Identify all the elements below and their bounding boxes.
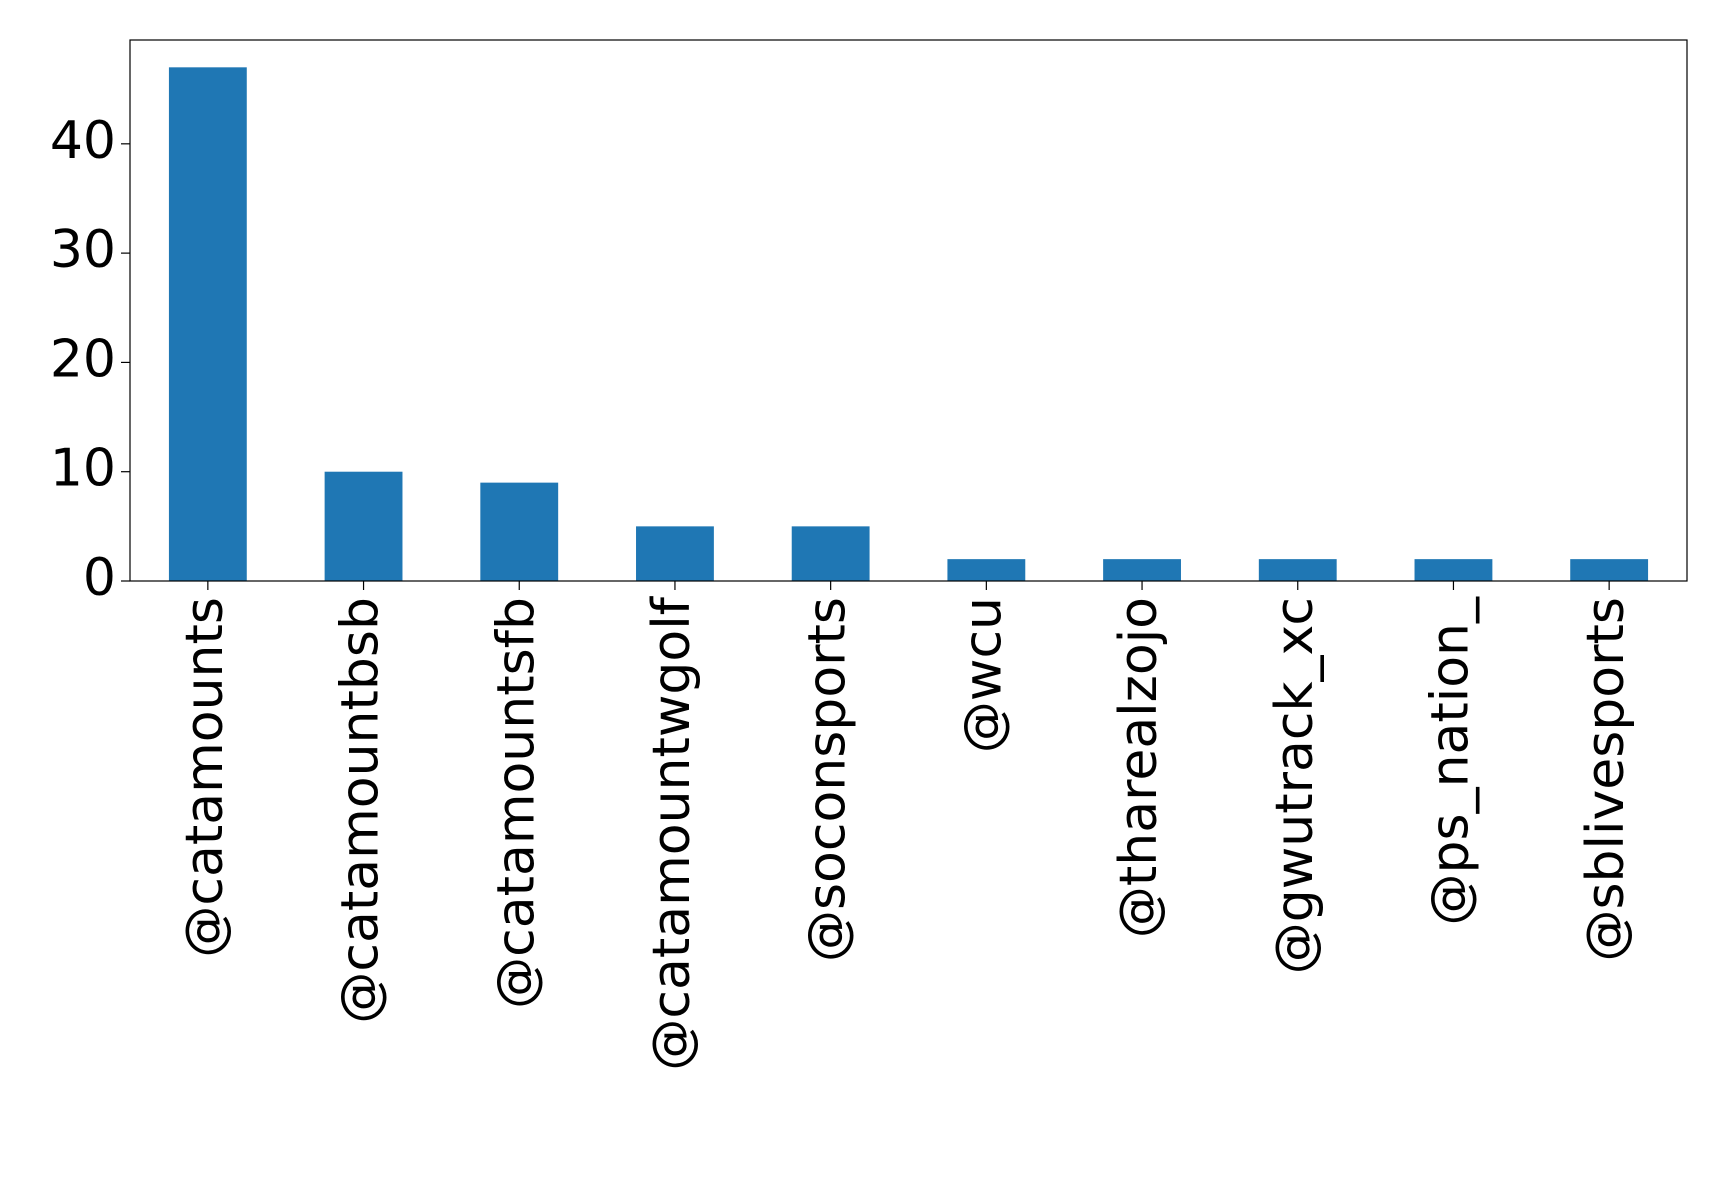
- bar: [947, 559, 1026, 581]
- y-tick-label: 0: [83, 548, 116, 608]
- bar: [791, 526, 870, 581]
- plot-frame: [129, 39, 1688, 582]
- y-tick-label: 30: [50, 220, 116, 280]
- y-tick-label: 10: [50, 439, 116, 499]
- x-tick-label: @soconsports: [798, 597, 858, 962]
- y-tick-label: 40: [50, 111, 116, 171]
- x-tick-label: @catamountsfb: [486, 597, 546, 1009]
- bar: [168, 67, 247, 581]
- bar: [324, 471, 403, 581]
- x-tick-label: @catamountbsb: [331, 597, 391, 1024]
- x-tick-label: @gwutrack_xc: [1265, 597, 1325, 974]
- x-tick-label: @sblivesports: [1576, 597, 1636, 962]
- y-tick-label: 20: [50, 329, 116, 389]
- bar: [1414, 559, 1493, 581]
- x-tick-label: @tharealzojo: [1109, 597, 1169, 938]
- bar: [636, 526, 714, 581]
- bar: [480, 482, 559, 581]
- bar: [1258, 559, 1337, 581]
- bar: [1570, 559, 1649, 581]
- x-tick-label: @catamountwgolf: [642, 595, 702, 1070]
- bar: [1103, 559, 1181, 581]
- x-tick-label: @catamounts: [175, 597, 235, 958]
- x-tick-label: @wcu: [953, 597, 1013, 753]
- x-tick-label: @ps_nation_: [1420, 596, 1480, 926]
